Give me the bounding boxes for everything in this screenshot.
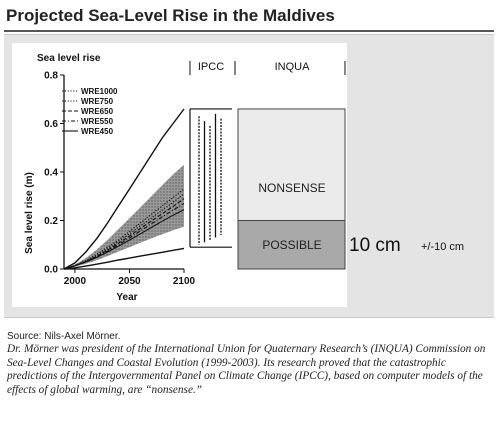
caption: Dr. Mörner was president of the Internat… (7, 343, 486, 396)
source-note: Source: Nils-Axel Mörner. (7, 331, 121, 342)
y-tick-label: 0.8 (44, 71, 58, 82)
nonsense-label: NONSENSE (258, 181, 325, 195)
x-tick-label: 2100 (173, 276, 196, 287)
series-line-wre750 (63, 193, 185, 270)
ipcc-panel (189, 108, 232, 248)
chart-figure: WRE1000 WRE750 WRE650 WRE550 WRE450 0.0 0.2 0.… (4, 34, 494, 318)
ipcc-label: IPCC (198, 61, 224, 73)
legend-label-wre450: WRE450 (81, 127, 114, 136)
legend-label-wre750: WRE750 (81, 97, 114, 106)
y-axis-label: Sea level rise (m) (24, 172, 35, 254)
y-tick-label: 0.6 (44, 119, 58, 130)
title-bar: Projected Sea-Level Rise in the Maldives (4, 4, 494, 32)
legend-label-wre650: WRE650 (81, 107, 114, 116)
y-tick-label: 0.2 (44, 216, 58, 227)
x-tick-label: 2000 (64, 276, 87, 287)
inqua-label: INQUA (275, 61, 311, 73)
page-title: Projected Sea-Level Rise in the Maldives (6, 6, 335, 25)
footer: Source: Nils-Axel Mörner. Dr. Mörner was… (7, 331, 493, 397)
y-tick-label: 0.4 (44, 168, 58, 179)
x-axis-label: Year (116, 292, 137, 303)
x-tick-label: 2050 (118, 276, 141, 287)
possible-label: POSSIBLE (262, 238, 321, 252)
series-line-wre450 (63, 209, 185, 270)
annotation-secondary: +/-10 cm (421, 241, 464, 253)
annotation-main: 10 cm (349, 235, 401, 256)
envelope-upper-line (63, 108, 185, 270)
chart-title: Sea level rise (37, 53, 101, 64)
plot-area (63, 108, 185, 270)
axes: 0.0 0.2 0.4 0.6 0.8 2000 2050 2100 (44, 61, 346, 287)
legend-label-wre550: WRE550 (81, 117, 114, 126)
envelope-lower-line (63, 247, 185, 270)
uncertainty-band (64, 164, 184, 269)
legend-label-wre1000: WRE1000 (81, 87, 118, 96)
inqua-panel (237, 108, 346, 270)
inqua-region-possible (237, 220, 346, 270)
y-tick-label: 0.0 (44, 265, 58, 276)
inqua-region-nonsense (237, 108, 346, 221)
